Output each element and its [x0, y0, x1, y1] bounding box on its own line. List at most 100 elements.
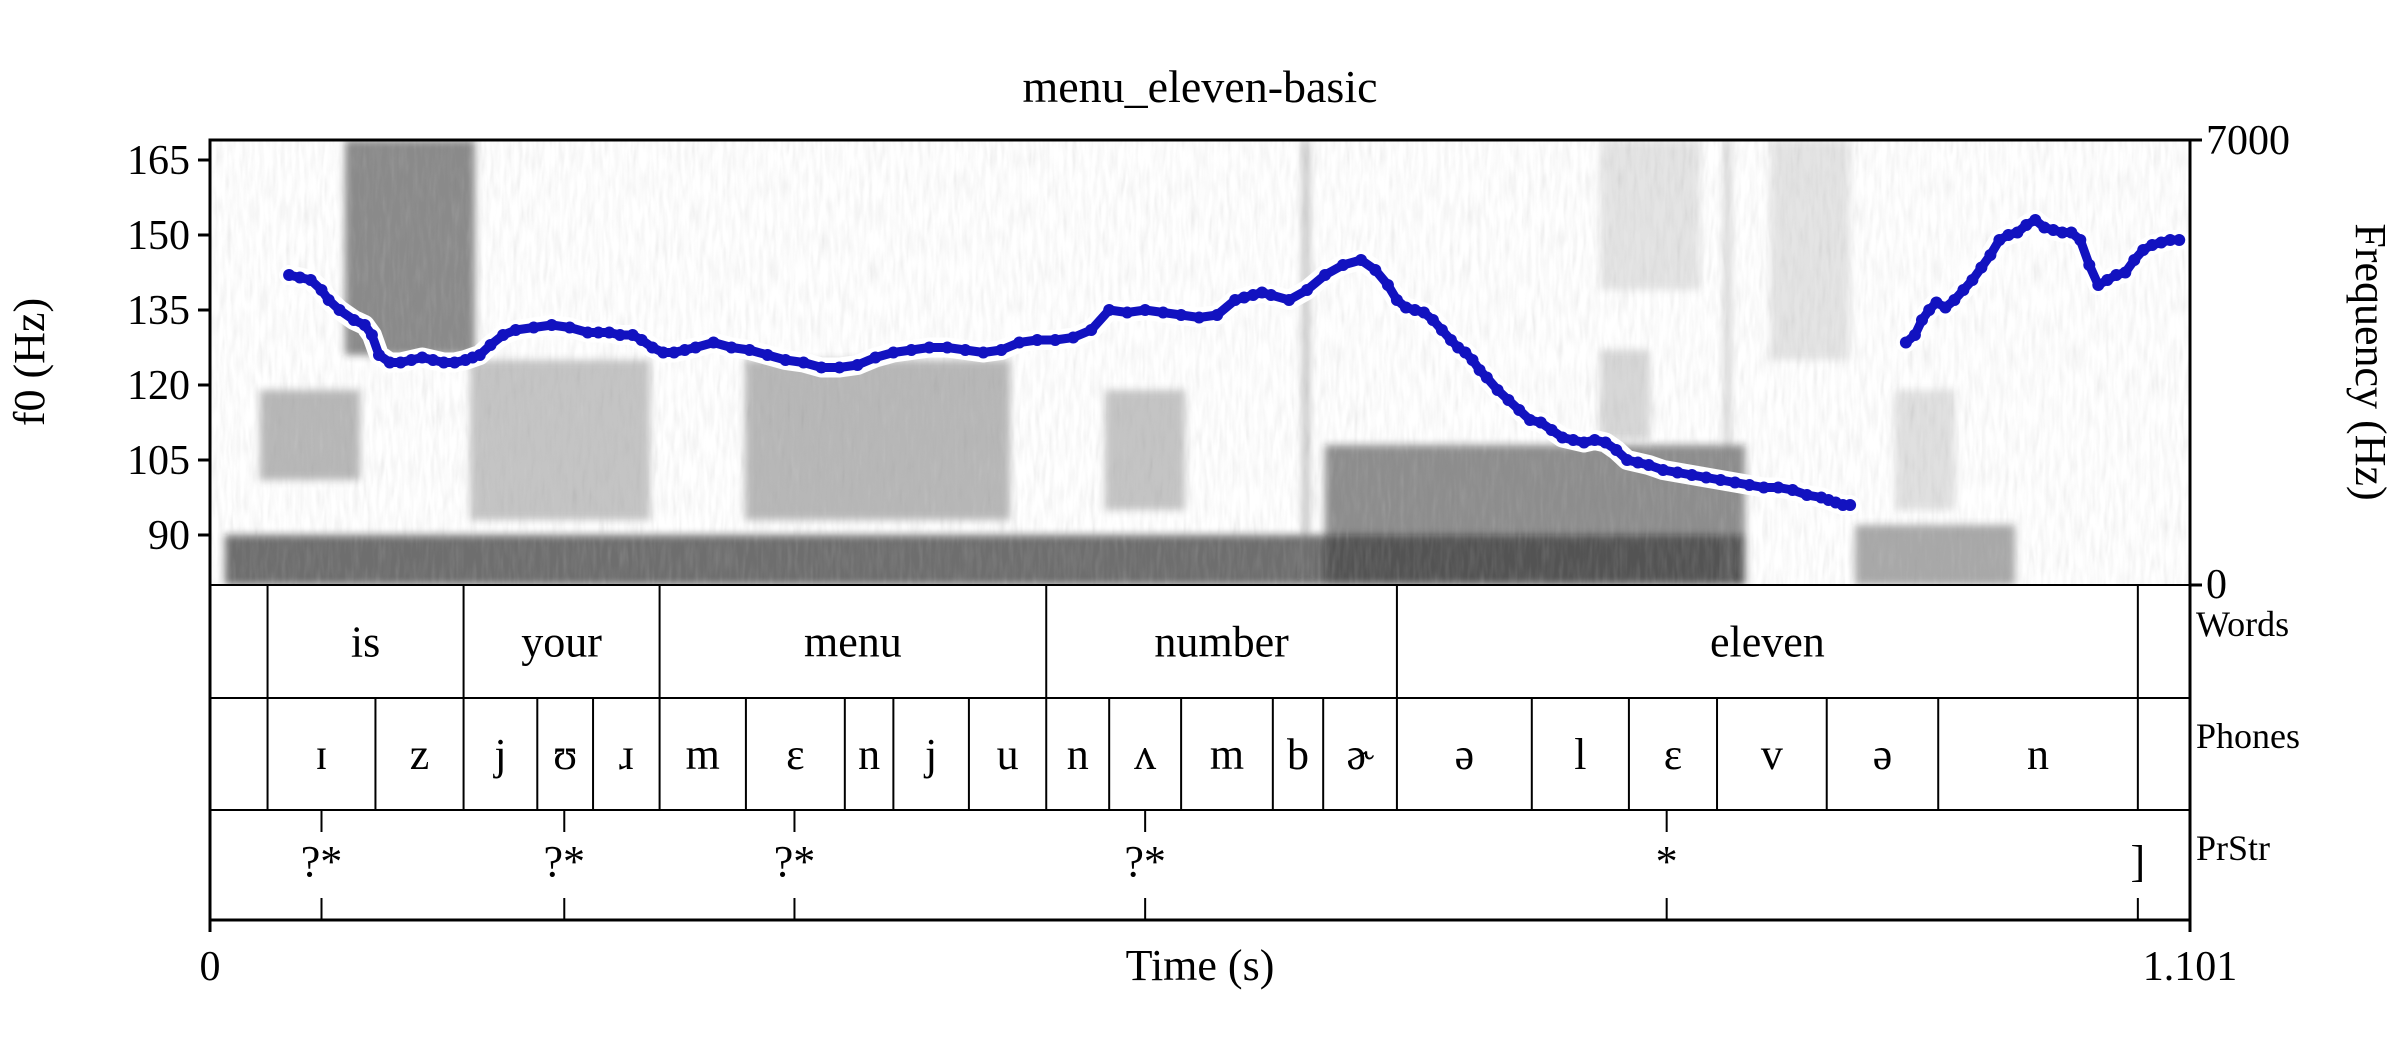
f0-point: [1337, 259, 1349, 271]
f0-point: [797, 356, 810, 369]
f0-point: [545, 319, 558, 331]
f0-point: [1139, 304, 1152, 316]
f0-track: [279, 210, 2190, 515]
f0-point: [1466, 354, 1479, 366]
f0-point: [959, 344, 972, 356]
word-label: menu: [804, 618, 902, 667]
f0-point: [614, 329, 626, 341]
f0-point: [1786, 484, 1799, 496]
f0-point: [1013, 336, 1026, 349]
f0-point: [1085, 324, 1098, 336]
f0-point: [815, 361, 828, 374]
f0-point: [347, 314, 360, 326]
f0-point: [1966, 274, 1979, 286]
f0-point: [1211, 309, 1224, 321]
f0-point: [678, 344, 691, 356]
f0-point: [1473, 364, 1486, 376]
y-axis-right-label: Frequency (Hz): [2346, 223, 2395, 500]
phone-label: l: [1574, 730, 1586, 779]
f0-point: [322, 294, 335, 306]
f0-point: [1671, 466, 1684, 479]
f0-point: [1491, 384, 1504, 396]
f0-point: [1238, 291, 1251, 304]
f0-point: [1444, 334, 1457, 346]
f0-point: [1588, 434, 1601, 446]
tier-name-phones: Phones: [2196, 716, 2300, 756]
f0-point: [2056, 226, 2069, 239]
tier-grid: [210, 697, 2190, 811]
f0-point: [995, 344, 1008, 356]
phone-label: b: [1287, 730, 1309, 779]
y-tick-right-min: 0: [2206, 562, 2227, 608]
y-axis-left-label: f0 (Hz): [5, 298, 54, 426]
f0-point: [1399, 301, 1412, 314]
f0-point: [1685, 469, 1698, 481]
f0-point: [1319, 269, 1331, 281]
f0-point: [473, 349, 486, 361]
tier-names: Words Phones PrStr: [2196, 604, 2300, 868]
f0-point: [1957, 284, 1970, 296]
f0-point: [509, 324, 522, 336]
f0-point: [1772, 481, 1785, 494]
f0-point: [2092, 279, 2105, 291]
f0-point: [592, 326, 605, 339]
f0-point: [2065, 226, 2078, 239]
phone-label: u: [997, 730, 1019, 779]
x-tick-min: 0: [200, 944, 221, 990]
tier-name-prstr: PrStr: [2196, 828, 2270, 868]
f0-point: [1381, 279, 1394, 291]
f0-point: [725, 341, 738, 354]
f0-point: [283, 269, 296, 281]
phone-label: ʌ: [1134, 730, 1156, 779]
f0-point: [635, 334, 648, 346]
tier-name-words: Words: [2196, 604, 2289, 644]
f0-point: [1408, 304, 1421, 316]
f0-point: [1567, 434, 1580, 446]
phone-label: j: [923, 730, 937, 779]
prstr-label: *: [1656, 837, 1678, 886]
f0-point: [1524, 414, 1536, 426]
f0-point: [1743, 479, 1756, 491]
f0-point: [2155, 236, 2168, 249]
prstr-label: ]: [2131, 837, 2146, 886]
f0-point: [2074, 234, 2087, 246]
f0-point: [626, 329, 639, 341]
f0-point: [2020, 219, 2033, 231]
f0-point: [646, 341, 659, 354]
f0-point: [1631, 456, 1644, 469]
phone-label: v: [1761, 730, 1783, 779]
f0-point: [1534, 416, 1547, 429]
f0-point: [1355, 254, 1367, 266]
phone-label: ʊ: [553, 730, 577, 779]
f0-point: [1657, 464, 1670, 476]
y-tick-label: 135: [127, 288, 190, 334]
f0-point: [1229, 294, 1242, 306]
f0-point: [905, 344, 918, 356]
f0-point: [1948, 294, 1961, 306]
prstr-label: ?*: [544, 837, 586, 886]
x-axis-label: Time (s): [1126, 941, 1275, 990]
y-axis-right: 7000 0: [2190, 118, 2290, 608]
f0-point: [358, 319, 371, 331]
prstr-label: ?*: [1124, 837, 1166, 886]
phone-label: n: [1067, 730, 1089, 779]
phone-label: ə: [1873, 730, 1893, 779]
f0-point: [1426, 314, 1439, 326]
y-tick-label: 105: [127, 438, 190, 484]
f0-point: [1916, 314, 1928, 326]
f0-point: [2011, 226, 2024, 239]
f0-point: [1435, 324, 1448, 336]
f0-point: [527, 321, 540, 334]
f0-point: [1993, 234, 2006, 246]
f0-point: [2047, 224, 2060, 236]
f0-point: [1390, 294, 1403, 306]
f0-point: [1599, 436, 1612, 449]
spectrogram: [210, 140, 2190, 585]
phone-label: ɛ: [1664, 730, 1682, 779]
x-tick-max: 1.101: [2143, 944, 2238, 990]
f0-point: [1800, 489, 1813, 501]
phone-label: m: [1210, 730, 1244, 779]
prstr-label: ?*: [301, 837, 343, 886]
f0-point: [1502, 394, 1515, 406]
